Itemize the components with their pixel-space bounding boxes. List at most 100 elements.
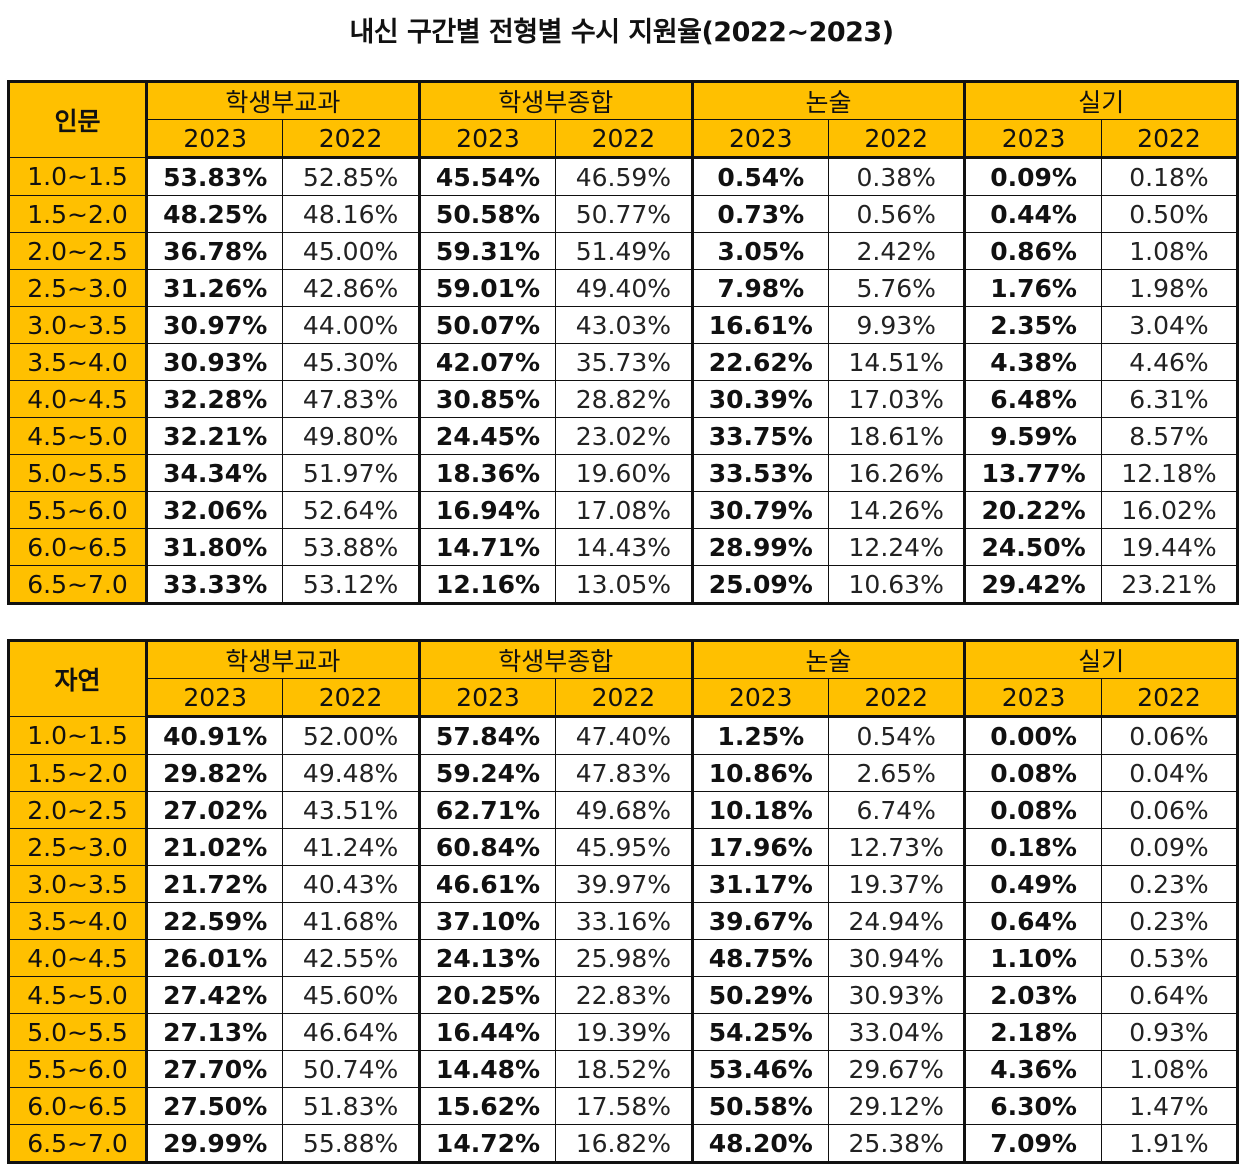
table-cell: 27.42% [144,976,284,1014]
year-header: 2023 [144,119,284,159]
table-cell: 1.47% [1100,1087,1239,1125]
table-cell: 28.99% [690,528,829,566]
table-cell: 17.03% [827,380,966,418]
table-row: 5.5~6.0 32.06% 52.64% 16.94% 17.08% 30.79% 14.… [8,491,1239,529]
table-cell: 43.03% [555,306,693,344]
table-cell: 34.34% [144,454,284,492]
table-humanities: 인문 학생부교과 학생부종합 논술 실기 2023 2022 2023 2022 2023 2022… [7,80,1240,605]
table-cell: 30.79% [690,491,829,529]
table-cell: 60.84% [417,828,557,866]
table-cell: 30.94% [827,939,966,977]
group-header: 학생부교과 [145,640,420,679]
year-header: 2022 [282,678,420,718]
year-header: 2022 [555,119,693,159]
table-cell: 14.72% [417,1124,557,1163]
table-cell: 29.99% [144,1124,284,1163]
table-cell: 26.01% [144,939,284,977]
table-cell: 51.83% [282,1087,420,1125]
table-cell: 27.50% [144,1087,284,1125]
table-cell: 50.58% [690,1087,829,1125]
table-cell: 0.06% [1100,716,1239,755]
table-cell: 30.93% [144,343,284,381]
table-row: 2.0~2.5 27.02% 43.51% 62.71% 49.68% 10.18% 6.7… [8,791,1239,829]
table-cell: 48.25% [144,195,284,233]
table-cell: 16.44% [417,1013,557,1051]
table-cell: 19.44% [1100,528,1239,566]
table-cell: 0.53% [1100,939,1239,977]
grade-band-label: 3.5~4.0 [8,902,148,940]
table-cell: 14.48% [417,1050,557,1088]
table-cell: 45.60% [282,976,420,1014]
table-cell: 12.24% [827,528,966,566]
table-cell: 2.18% [963,1013,1102,1051]
table-row: 6.0~6.5 31.80% 53.88% 14.71% 14.43% 28.99% 12.… [8,528,1239,566]
table-cell: 52.64% [282,491,420,529]
year-header: 2022 [282,119,420,159]
table-cell: 4.46% [1100,343,1239,381]
table-cell: 4.36% [963,1050,1102,1088]
table-row: 4.0~4.5 26.01% 42.55% 24.13% 25.98% 48.75% 30.… [8,939,1239,977]
table-cell: 24.13% [417,939,557,977]
table-cell: 0.08% [963,791,1102,829]
table-cell: 40.43% [282,865,420,903]
table-cell: 18.61% [827,417,966,455]
table-cell: 0.64% [963,902,1102,940]
table-cell: 0.64% [1100,976,1239,1014]
table-cell: 0.49% [963,865,1102,903]
table-cell: 30.97% [144,306,284,344]
year-header: 2022 [1100,678,1239,718]
grade-band-label: 5.5~6.0 [8,491,148,529]
grade-band-label: 1.0~1.5 [8,157,148,196]
table-category-label: 인문 [8,81,147,158]
table-cell: 1.08% [1100,232,1239,270]
table-row: 1.5~2.0 48.25% 48.16% 50.58% 50.77% 0.73% 0.56… [8,195,1239,233]
table-cell: 30.93% [827,976,966,1014]
table-cell: 2.35% [963,306,1102,344]
table-cell: 54.25% [690,1013,829,1051]
table-cell: 40.91% [144,716,284,755]
table-cell: 23.02% [555,417,693,455]
table-cell: 25.38% [827,1124,966,1163]
table-row: 3.0~3.5 30.97% 44.00% 50.07% 43.03% 16.61% 9.9… [8,306,1239,344]
table-cell: 31.80% [144,528,284,566]
table-cell: 0.38% [827,157,966,196]
table-cell: 53.46% [690,1050,829,1088]
table-cell: 46.64% [282,1013,420,1051]
grade-band-label: 1.0~1.5 [8,716,148,755]
table-cell: 16.82% [555,1124,693,1163]
table-cell: 39.97% [555,865,693,903]
table-cell: 49.48% [282,754,420,792]
table-row: 2.5~3.0 31.26% 42.86% 59.01% 49.40% 7.98% 5.76… [8,269,1239,307]
table-cell: 0.18% [963,828,1102,866]
table-natural-sciences: 자연 학생부교과 학생부종합 논술 실기 2023 2022 2023 2022 2023 2022… [7,639,1240,1164]
table-cell: 47.40% [555,716,693,755]
table-cell: 29.82% [144,754,284,792]
table-cell: 19.39% [555,1013,693,1051]
table-row: 6.5~7.0 33.33% 53.12% 12.16% 13.05% 25.09% 10.… [8,565,1239,604]
table-cell: 1.91% [1100,1124,1239,1163]
table-cell: 52.00% [282,716,420,755]
table-cell: 10.18% [690,791,829,829]
table-cell: 1.25% [690,716,829,755]
table-cell: 53.12% [282,565,420,604]
year-header: 2022 [827,678,966,718]
table-cell: 39.67% [690,902,829,940]
table-cell: 41.24% [282,828,420,866]
table-cell: 21.02% [144,828,284,866]
table-cell: 32.06% [144,491,284,529]
table-row: 5.0~5.5 27.13% 46.64% 16.44% 19.39% 54.25% 33.… [8,1013,1239,1051]
table-cell: 57.84% [417,716,557,755]
group-header: 실기 [963,81,1239,120]
table-cell: 27.02% [144,791,284,829]
table-cell: 1.98% [1100,269,1239,307]
table-cell: 23.21% [1100,565,1239,604]
table-cell: 30.85% [417,380,557,418]
table-cell: 17.58% [555,1087,693,1125]
year-header: 2022 [555,678,693,718]
table-row: 4.5~5.0 27.42% 45.60% 20.25% 22.83% 50.29% 30.… [8,976,1239,1014]
table-cell: 12.73% [827,828,966,866]
table-cell: 48.16% [282,195,420,233]
table-row: 3.5~4.0 22.59% 41.68% 37.10% 33.16% 39.67% 24.… [8,902,1239,940]
table-cell: 16.02% [1100,491,1239,529]
table-cell: 49.68% [555,791,693,829]
